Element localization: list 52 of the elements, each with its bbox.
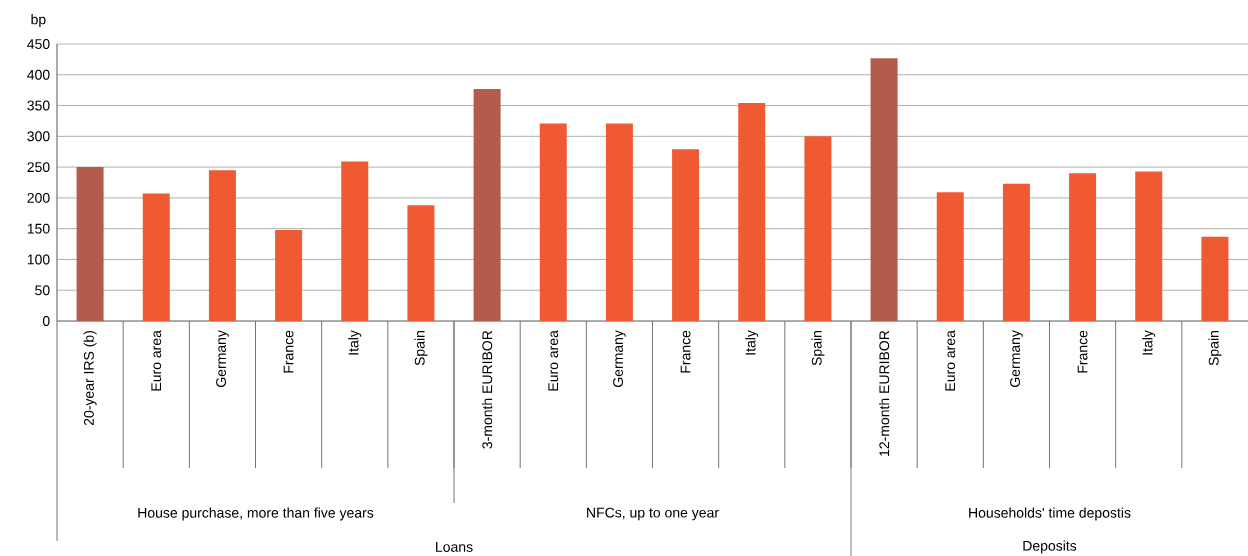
bar xyxy=(275,229,303,321)
x-tick-label: Germany xyxy=(613,330,626,387)
y-tick-label: 200 xyxy=(27,192,50,203)
text: Deposits xyxy=(1023,540,1077,554)
x-tick-label: Italy xyxy=(745,330,759,355)
y-tick-label: 150 xyxy=(27,223,50,234)
bar xyxy=(208,170,236,321)
x-tick-label: France xyxy=(680,330,691,373)
bar xyxy=(142,193,170,321)
bar xyxy=(1002,183,1030,321)
bar xyxy=(539,123,567,321)
y-tick-label: 450 xyxy=(27,39,50,49)
bar xyxy=(870,58,898,321)
y-tick-label: 100 xyxy=(27,254,50,265)
x-tick-label: Germany xyxy=(1010,330,1023,387)
bar xyxy=(1069,173,1097,321)
x-tick-label: Spain xyxy=(414,331,428,366)
y-tick-label: 350 xyxy=(27,100,50,111)
text: House purchase, more than five years xyxy=(138,507,374,521)
text: NFCs, up to one year xyxy=(587,507,719,521)
text: Households' time depostis xyxy=(969,507,1131,521)
bar xyxy=(605,123,633,321)
x-tick-label: Euro area xyxy=(945,330,956,391)
x-tick-label: Euro area xyxy=(548,330,559,391)
x-tick-label: 12-month EURIBOR xyxy=(878,330,890,456)
y-tick-label: 50 xyxy=(35,285,50,296)
bar xyxy=(473,88,501,321)
bar xyxy=(738,103,766,321)
bar xyxy=(936,192,964,321)
bar xyxy=(1201,236,1229,321)
bar xyxy=(341,161,369,321)
x-tick-label: France xyxy=(283,330,294,373)
bar xyxy=(804,136,832,321)
x-tick-label: Italy xyxy=(348,330,362,355)
y-axis-title: bp xyxy=(31,14,46,28)
x-tick-label: Italy xyxy=(1142,330,1156,355)
y-tick-label: 300 xyxy=(27,131,50,142)
x-tick-label: France xyxy=(1077,330,1088,373)
x-tick-label: Euro area xyxy=(151,330,162,391)
x-tick-label: 3-month EURIBOR xyxy=(481,330,493,449)
text: Loans xyxy=(436,542,473,552)
bar xyxy=(76,167,104,321)
bar xyxy=(672,149,700,321)
x-tick-label: 20-year IRS (b) xyxy=(83,331,97,426)
bar xyxy=(407,205,435,321)
y-tick-label: 0 xyxy=(42,316,50,326)
y-tick-label: 250 xyxy=(27,162,50,173)
x-tick-label: Spain xyxy=(811,331,825,366)
x-tick-label: Germany xyxy=(216,330,229,387)
bar xyxy=(1135,171,1163,321)
y-tick-label: 400 xyxy=(27,69,50,80)
x-tick-label: Spain xyxy=(1208,331,1222,366)
